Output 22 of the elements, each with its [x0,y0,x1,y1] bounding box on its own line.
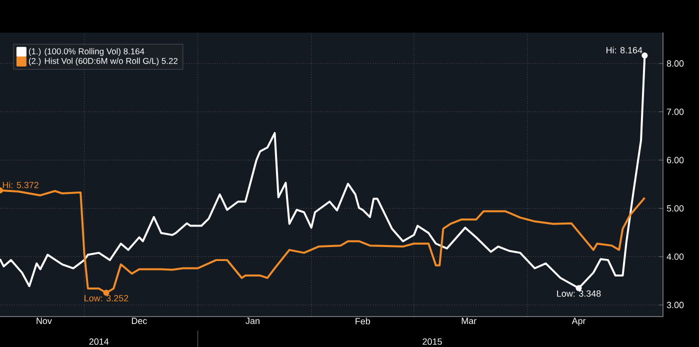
x-tick-label: Mar [462,318,476,324]
x-tick-label: Apr [572,318,586,326]
annotation: Hi: 8.164 [606,46,642,54]
legend-label: (2.) Hist Vol (60D:6M w/o Roll G/L) 5.22 [28,58,178,66]
y-tick-label: 8.00 [666,60,684,67]
y-tick-label: 5.00 [666,205,684,212]
x2-tick-label: 2015 [422,338,442,345]
x-tick-label: Dec [132,318,147,324]
x-tick-label: Feb [356,318,370,324]
y-tick-label: 3.00 [666,302,684,308]
y-tick-label: 7.00 [666,108,684,115]
annotation: Low: 3.348 [557,290,601,297]
y-tick-label: 6.00 [666,156,684,164]
legend-label: (1.) (100.0% Rolling Vol) 8.164 [28,48,144,56]
x2-tick-label: 2014 [89,338,109,345]
point [642,52,648,59]
y-tick-label: 4.00 [666,254,684,260]
point [103,290,110,296]
annotation: Hi: 5.372 [2,182,38,188]
x-tick-label: Jan [246,318,260,324]
x-tick-label: Nov [36,318,52,324]
annotation: Low: 3.252 [84,295,128,302]
